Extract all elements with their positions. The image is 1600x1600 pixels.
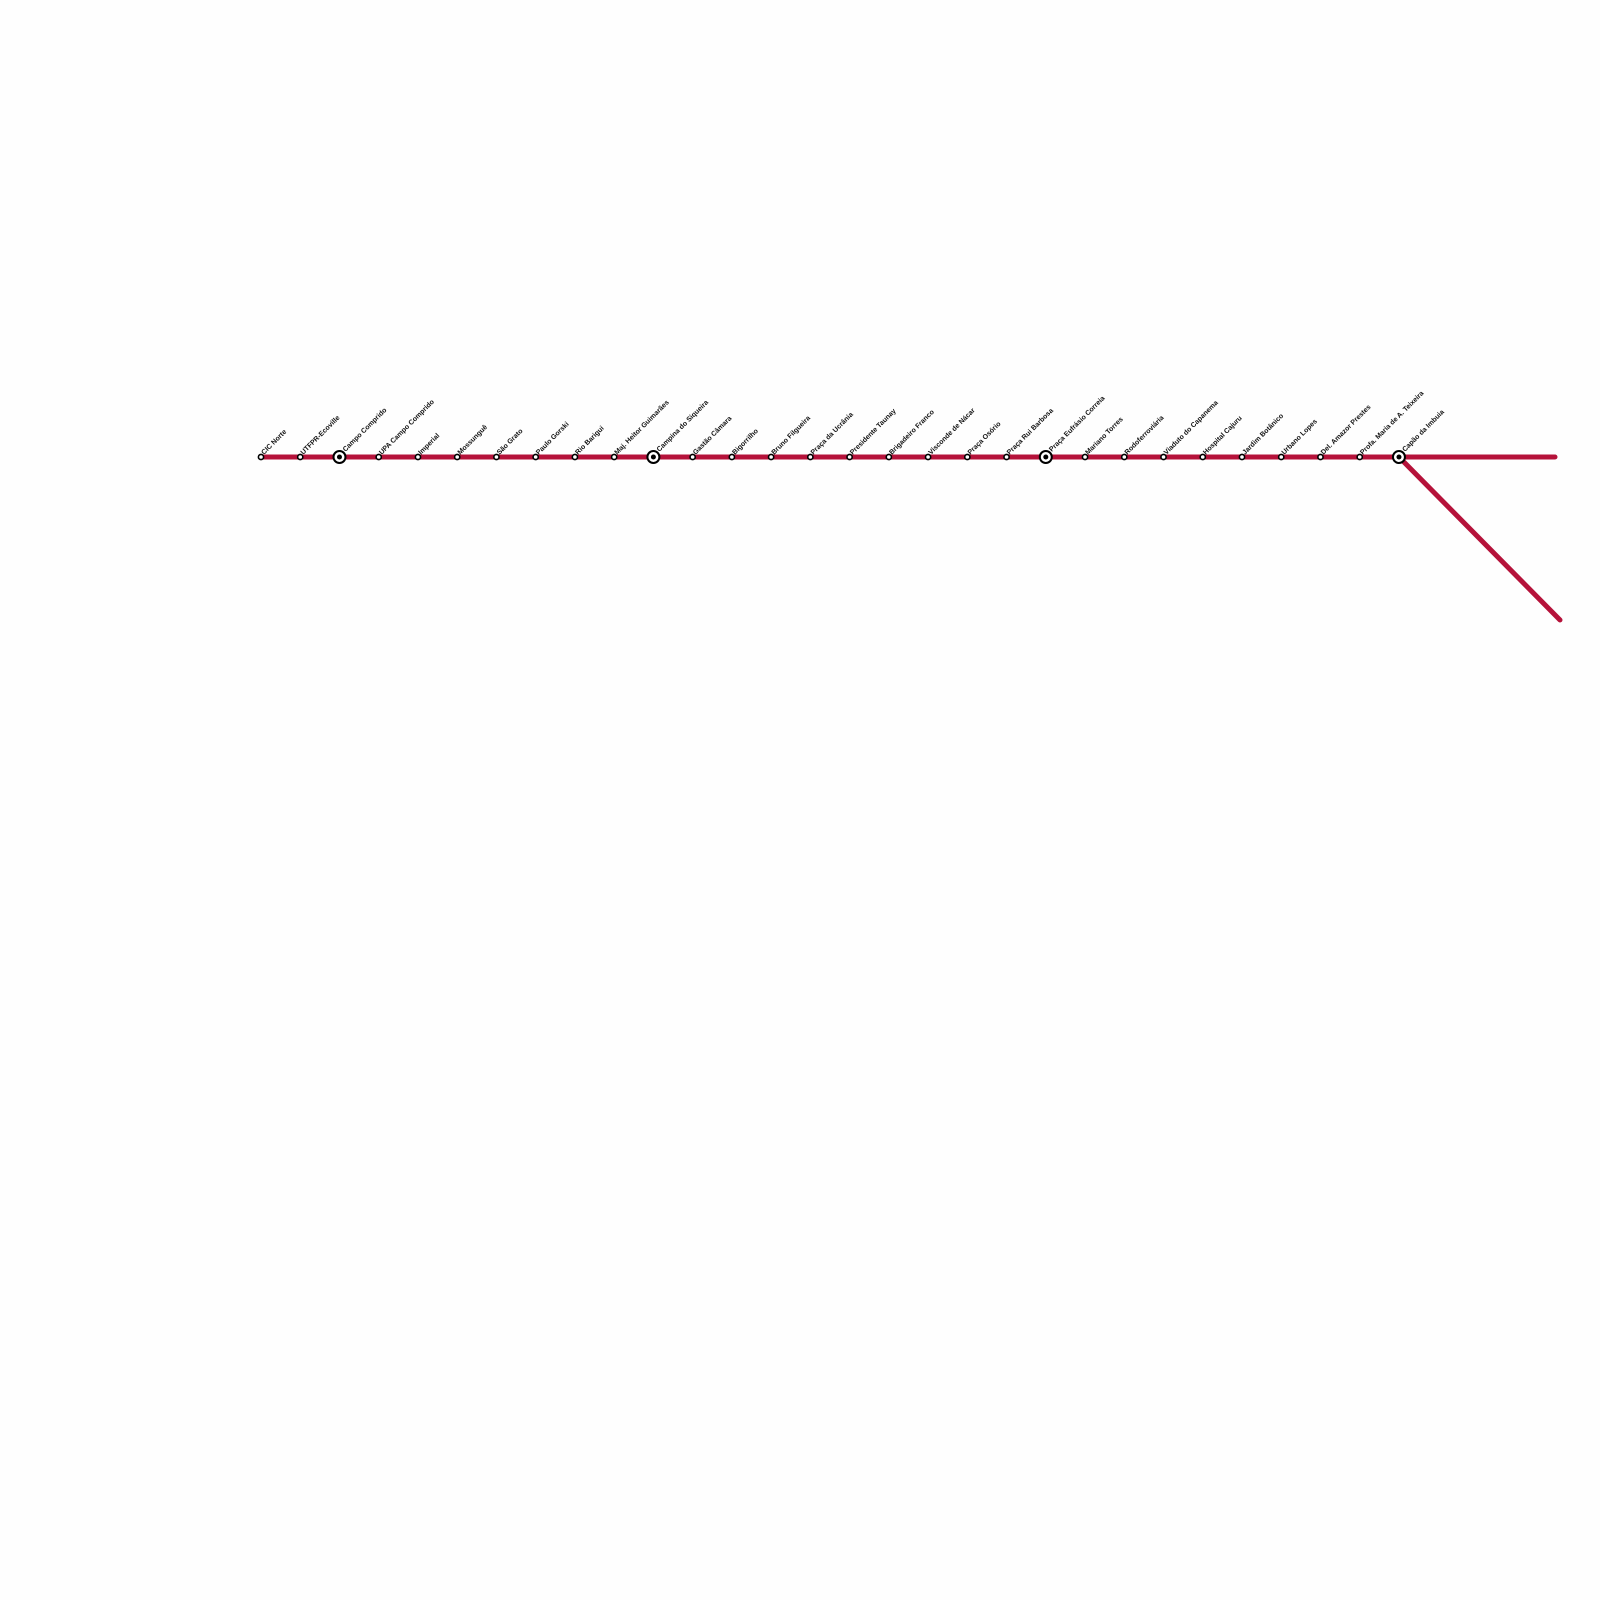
station-marker[interactable] [375,453,383,461]
station-marker[interactable] [806,453,814,461]
station[interactable]: Mossunguê [453,424,490,461]
stations: CIC Norte UTFPR-Ecoville Campo CompridoUPA… [257,390,1446,464]
station-marker[interactable] [1003,453,1010,461]
station-marker[interactable] [296,453,304,461]
station-label: Gastão Câmara [692,415,733,456]
station[interactable]: Paulo Gorski [532,421,571,461]
station-marker[interactable] [885,453,893,461]
station-label: Mossunguê [457,424,490,457]
station[interactable]: Mariano Torres [1081,416,1125,461]
station-label: Paulo Gorski [535,421,571,457]
station-label: Rodoferroviária [1124,415,1166,457]
station-marker[interactable] [1081,453,1089,461]
station-label: UTFPR-Ecoville [300,415,342,457]
station-marker[interactable] [1356,453,1364,461]
station-label: Bigorrilho [731,428,760,457]
station[interactable]: Gastão Câmara [689,415,733,461]
station-label: Rio Barigui [574,425,605,456]
station-label: Imperial [417,432,441,456]
station-marker[interactable] [532,453,540,461]
line-tracks [258,454,1563,623]
station-label: Praça da Ucrânia [810,411,855,456]
station-marker[interactable] [453,453,461,461]
station-label: São Grato [496,428,525,457]
station-marker[interactable] [1317,453,1324,461]
station[interactable]: Hospital Cajuru [1199,415,1244,461]
station-marker[interactable] [1238,453,1246,461]
line-segment-branch [1396,454,1563,623]
station-marker[interactable] [610,453,618,461]
interchange-station-dot [650,454,656,460]
station[interactable]: Praça Eufrásio Correia [1038,395,1107,464]
station-label: Profa. Maria de A. Teixeira [1359,390,1425,456]
station-marker[interactable] [963,453,971,461]
station-label: Jardim Botânico [1241,413,1285,457]
station-marker[interactable] [1199,453,1207,461]
station[interactable]: Profa. Maria de A. Teixeira [1356,390,1426,461]
station[interactable]: Rio Barigui [571,425,606,461]
interchange-station-dot [336,454,342,460]
station-marker[interactable] [767,453,775,461]
station-label: Hospital Cajuru [1202,415,1244,457]
station-marker[interactable] [728,453,736,461]
interchange-station-dot [1396,454,1402,460]
station[interactable]: Rodoferroviária [1120,415,1166,461]
station-label: Praça Osório [967,421,1003,457]
station[interactable]: Praça Osório [963,421,1003,461]
station-marker[interactable] [571,453,579,461]
station-marker[interactable] [414,453,422,461]
station[interactable]: Praça da Ucrânia [806,411,855,461]
station-label: Capão da Imbuia [1401,409,1446,454]
station-label: Bruno Filgueira [771,415,813,457]
station[interactable]: Jardim Botânico [1238,413,1285,461]
station-label: Urbano Lopes [1281,418,1319,456]
station-marker[interactable] [1277,453,1285,461]
station[interactable]: Bruno Filgueira [767,415,813,461]
station-label: CIC Norte [260,429,288,457]
station-marker[interactable] [689,453,697,461]
station-marker[interactable] [1160,453,1167,461]
station-marker[interactable] [493,453,500,461]
station-marker[interactable] [1120,453,1128,461]
station-marker[interactable] [924,453,932,461]
station-marker[interactable] [846,453,853,461]
station-label: Mariano Torres [1085,416,1125,456]
station[interactable]: Urbano Lopes [1277,418,1319,461]
station-marker[interactable] [257,453,265,461]
interchange-station-dot [1043,454,1049,460]
station-label: Campo Comprido [342,407,388,453]
